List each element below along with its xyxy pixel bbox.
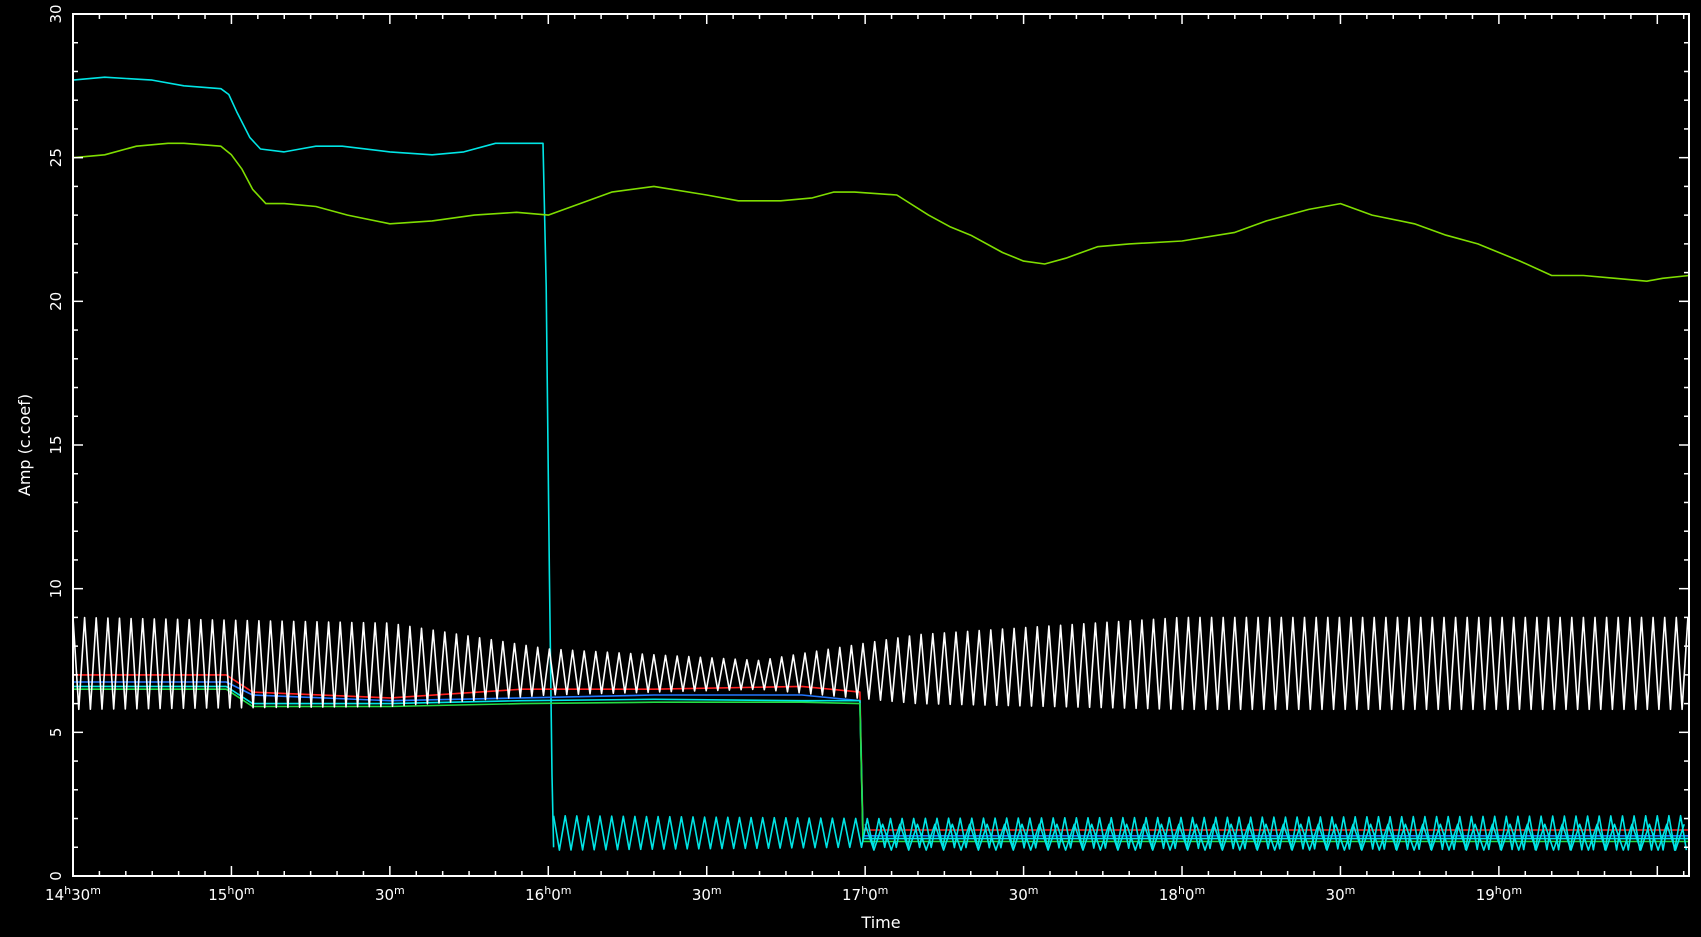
x-tick-label: 16h0m — [525, 884, 571, 904]
series-line-1 — [72, 76, 555, 848]
series-line-2 — [72, 142, 1690, 283]
x-tick-label: 18h0m — [1159, 884, 1205, 904]
x-tick-label: 30m — [1326, 884, 1356, 904]
x-tick-label: 30m — [375, 884, 405, 904]
x-axis-label: Time — [860, 913, 900, 932]
series-line-8 — [552, 814, 1688, 851]
y-axis-label: Amp (c.coef) — [15, 394, 34, 496]
x-tick-label: 30m — [692, 884, 722, 904]
x-tick-label: 19h0m — [1476, 884, 1522, 904]
tick-layer: 0 5 10 15 20 25 30 14h30m 15h0m 30m 16h0m 30m 17h0m 3… — [45, 4, 1689, 904]
y-tick-label: 25 — [47, 148, 65, 167]
series-layer — [72, 76, 1690, 851]
series-line-9 — [864, 823, 1685, 851]
x-tick-label: 17h0m — [842, 884, 888, 904]
series-line-6 — [73, 688, 1689, 843]
x-tick-label: 30m — [1009, 884, 1039, 904]
y-tick-label: 30 — [47, 4, 65, 23]
y-tick-label: 0 — [47, 871, 65, 881]
y-tick-label: 15 — [47, 435, 65, 454]
y-tick-label: 10 — [47, 579, 65, 598]
x-tick-label: 14h30m — [45, 884, 101, 904]
y-tick-label: 20 — [47, 292, 65, 311]
series-line-7 — [72, 616, 1689, 711]
y-tick-label: 5 — [47, 728, 65, 738]
x-tick-label: 15h0m — [208, 884, 254, 904]
